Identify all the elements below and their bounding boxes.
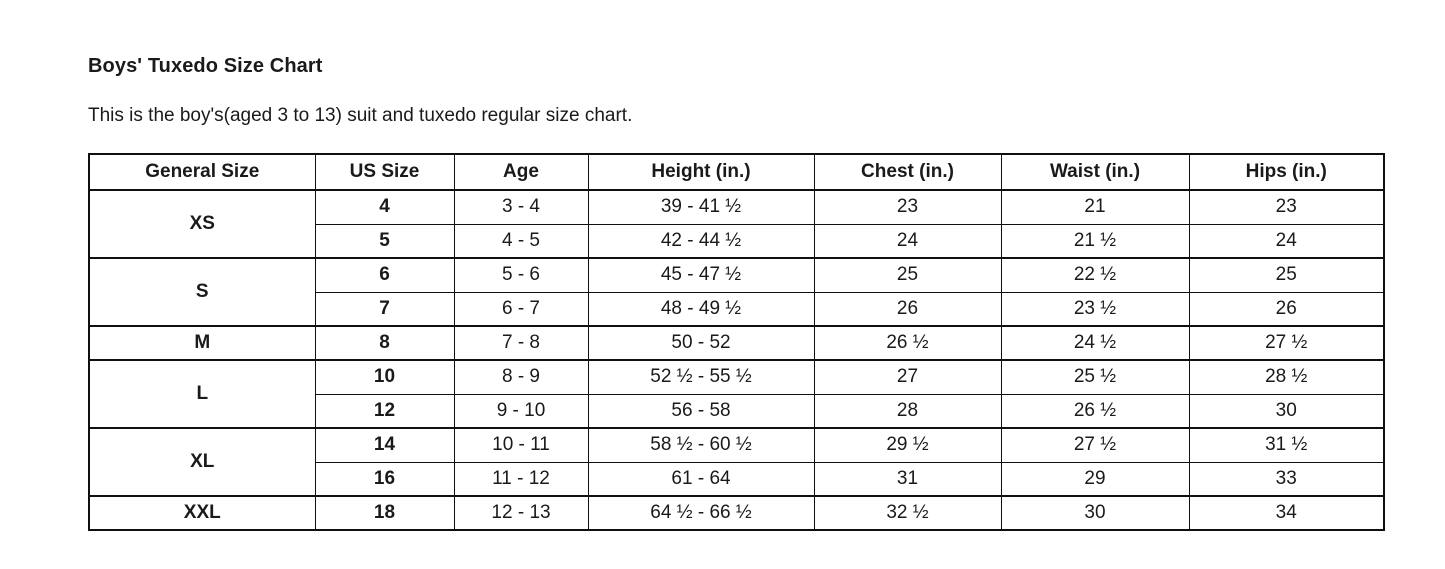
cell-height: 42 - 44 ½: [587, 223, 815, 259]
cell-waist: 26 ½: [1000, 393, 1190, 429]
column-header-general-size: General Size: [88, 153, 316, 191]
table-row: 16 11 - 12 61 - 64 31 29 33: [89, 461, 1385, 497]
column-header-hips: Hips (in.): [1188, 153, 1385, 191]
cell-chest: 26 ½: [813, 325, 1002, 361]
cell-waist: 23 ½: [1000, 291, 1190, 327]
cell-chest: 23: [813, 189, 1002, 225]
table-row: 12 9 - 10 56 - 58 28 26 ½ 30: [89, 393, 1385, 429]
cell-age: 6 - 7: [453, 291, 589, 327]
cell-hips: 25: [1188, 257, 1385, 293]
cell-age: 8 - 9: [453, 359, 589, 395]
cell-height: 52 ½ - 55 ½: [587, 359, 815, 395]
table-row: L 10 8 - 9 52 ½ - 55 ½ 27 25 ½ 28 ½: [88, 359, 1385, 429]
cell-hips: 33: [1188, 461, 1385, 497]
cell-general-size: S: [88, 257, 316, 327]
column-header-waist: Waist (in.): [1000, 153, 1190, 191]
cell-age: 7 - 8: [453, 325, 589, 361]
cell-height: 48 - 49 ½: [587, 291, 815, 327]
table-row: XL 14 10 - 11 58 ½ - 60 ½ 29 ½ 27 ½ 31 ½: [88, 427, 1385, 497]
cell-height: 56 - 58: [587, 393, 815, 429]
cell-chest: 31: [813, 461, 1002, 497]
cell-us-size: 8: [314, 325, 455, 361]
cell-age: 12 - 13: [453, 495, 589, 531]
cell-age: 4 - 5: [453, 223, 589, 259]
page-title: Boys' Tuxedo Size Chart: [88, 55, 323, 77]
cell-us-size: 5: [314, 223, 455, 259]
cell-height: 45 - 47 ½: [587, 257, 815, 293]
cell-chest: 27: [813, 359, 1002, 395]
cell-chest: 29 ½: [813, 427, 1002, 463]
cell-general-size: XS: [88, 189, 316, 259]
table-header-row: General Size US Size Age Height (in.) Ch…: [88, 153, 1385, 191]
cell-waist: 27 ½: [1000, 427, 1190, 463]
cell-hips: 28 ½: [1188, 359, 1385, 395]
cell-waist: 21 ½: [1000, 223, 1190, 259]
column-header-us-size: US Size: [314, 153, 455, 191]
cell-age: 5 - 6: [453, 257, 589, 293]
cell-age: 11 - 12: [453, 461, 589, 497]
cell-waist: 22 ½: [1000, 257, 1190, 293]
cell-general-size: XXL: [88, 495, 316, 531]
table-body: XS 4 3 - 4 39 - 41 ½ 23 21 23 5 4 - 5 42 - 44 ½ 24…: [88, 189, 1385, 531]
cell-us-size: 4: [314, 189, 455, 225]
cell-chest: 32 ½: [813, 495, 1002, 531]
cell-height: 39 - 41 ½: [587, 189, 815, 225]
cell-us-size: 18: [314, 495, 455, 531]
cell-height: 64 ½ - 66 ½: [587, 495, 815, 531]
cell-hips: 23: [1188, 189, 1385, 225]
cell-height: 50 - 52: [587, 325, 815, 361]
cell-waist: 30: [1000, 495, 1190, 531]
column-header-age: Age: [453, 153, 589, 191]
cell-age: 3 - 4: [453, 189, 589, 225]
cell-hips: 34: [1188, 495, 1385, 531]
size-chart-table-container: General Size US Size Age Height (in.) Ch…: [88, 153, 1385, 531]
cell-chest: 24: [813, 223, 1002, 259]
table-row: XXL 18 12 - 13 64 ½ - 66 ½ 32 ½ 30 34: [88, 495, 1385, 531]
size-chart-table: General Size US Size Age Height (in.) Ch…: [88, 153, 1385, 531]
cell-us-size: 6: [314, 257, 455, 293]
cell-general-size: L: [88, 359, 316, 429]
cell-chest: 25: [813, 257, 1002, 293]
cell-hips: 24: [1188, 223, 1385, 259]
cell-hips: 27 ½: [1188, 325, 1385, 361]
table-row: XS 4 3 - 4 39 - 41 ½ 23 21 23: [88, 189, 1385, 259]
cell-waist: 21: [1000, 189, 1190, 225]
cell-chest: 26: [813, 291, 1002, 327]
cell-age: 9 - 10: [453, 393, 589, 429]
table-header: General Size US Size Age Height (in.) Ch…: [88, 153, 1385, 191]
column-header-chest: Chest (in.): [813, 153, 1002, 191]
cell-hips: 31 ½: [1188, 427, 1385, 463]
cell-height: 58 ½ - 60 ½: [587, 427, 815, 463]
cell-general-size: M: [88, 325, 316, 361]
cell-hips: 30: [1188, 393, 1385, 429]
cell-hips: 26: [1188, 291, 1385, 327]
cell-general-size: XL: [88, 427, 316, 497]
cell-us-size: 10: [314, 359, 455, 395]
cell-age: 10 - 11: [453, 427, 589, 463]
cell-us-size: 14: [314, 427, 455, 463]
cell-waist: 24 ½: [1000, 325, 1190, 361]
cell-height: 61 - 64: [587, 461, 815, 497]
cell-waist: 25 ½: [1000, 359, 1190, 395]
cell-us-size: 7: [314, 291, 455, 327]
cell-waist: 29: [1000, 461, 1190, 497]
column-header-height: Height (in.): [587, 153, 815, 191]
cell-us-size: 12: [314, 393, 455, 429]
page-subtitle: This is the boy's(aged 3 to 13) suit and…: [88, 105, 633, 126]
cell-us-size: 16: [314, 461, 455, 497]
cell-chest: 28: [813, 393, 1002, 429]
